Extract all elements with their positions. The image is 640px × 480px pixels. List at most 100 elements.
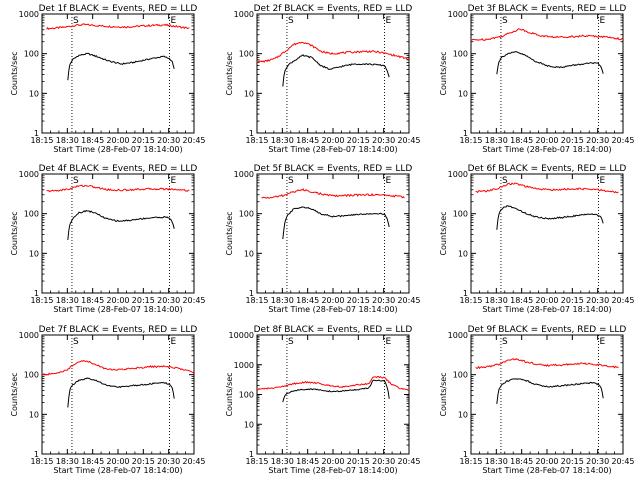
detector-panel-1: Det 1f BLACK = Events, RED = LLD 1 10 100 10… bbox=[10, 4, 206, 154]
panel-title: Det 5f BLACK = Events, RED = LLD bbox=[254, 164, 413, 174]
detector-panel-4: Det 4f BLACK = Events, RED = LLD 1 10 100 10… bbox=[10, 164, 206, 314]
y-tick-label: 1 bbox=[249, 289, 254, 298]
x-axis-label: Start Time (28-Feb-07 18:14:00) bbox=[482, 305, 611, 314]
x-tick-label: 18:30 bbox=[271, 136, 294, 145]
plot-frame bbox=[470, 334, 624, 455]
y-tick-label: 1000 bbox=[234, 170, 254, 179]
y-axis-label: Counts/sec bbox=[225, 211, 234, 255]
y-axis-label: Counts/sec bbox=[439, 51, 448, 95]
plot-frame bbox=[41, 334, 195, 455]
plot-frame bbox=[470, 13, 624, 134]
y-tick-label: 1 bbox=[463, 129, 468, 138]
x-tick-label: 20:00 bbox=[321, 296, 344, 305]
y-tick-label: 100 bbox=[453, 210, 468, 219]
end-marker-label: E bbox=[600, 337, 606, 347]
lld-series-line bbox=[475, 182, 619, 194]
y-axis-label: Counts/sec bbox=[439, 372, 448, 416]
detector-panel-8: Det 8f BLACK = Events, RED = LLD 1 10 100 10… bbox=[225, 325, 421, 475]
y-axis-label: Counts/sec bbox=[225, 372, 234, 416]
x-tick-label: 18:15 bbox=[30, 296, 53, 305]
y-tick-label: 1 bbox=[249, 450, 254, 459]
y-tick-label: 1000 bbox=[19, 10, 39, 19]
plot-frame bbox=[470, 173, 624, 294]
end-marker-label: E bbox=[600, 16, 606, 26]
panel-title: Det 6f BLACK = Events, RED = LLD bbox=[468, 164, 627, 174]
start-marker-label: S bbox=[502, 176, 508, 186]
end-marker-label: E bbox=[386, 176, 392, 186]
x-tick-label: 20:00 bbox=[321, 457, 344, 466]
lld-series-line bbox=[256, 375, 410, 391]
x-tick-label: 20:00 bbox=[106, 457, 129, 466]
x-tick-label: 20:45 bbox=[397, 136, 420, 145]
y-tick-label: 1000 bbox=[19, 331, 39, 340]
start-marker-label: S bbox=[502, 16, 508, 26]
y-tick-label: 1 bbox=[463, 289, 468, 298]
x-tick-label: 20:30 bbox=[157, 296, 180, 305]
x-tick-label: 18:45 bbox=[296, 457, 319, 466]
x-tick-label: 20:00 bbox=[535, 296, 558, 305]
end-marker-label: E bbox=[171, 176, 177, 186]
x-tick-label: 18:45 bbox=[296, 296, 319, 305]
y-axis-label: Counts/sec bbox=[439, 211, 448, 255]
x-tick-label: 20:15 bbox=[347, 136, 370, 145]
x-tick-label: 20:30 bbox=[157, 136, 180, 145]
y-tick-label: 10 bbox=[458, 89, 468, 98]
events-series-line bbox=[496, 51, 604, 75]
x-tick-label: 20:45 bbox=[182, 457, 205, 466]
detector-panel-6: Det 6f BLACK = Events, RED = LLD 1 10 100 10… bbox=[439, 164, 635, 314]
x-tick-label: 20:45 bbox=[611, 136, 634, 145]
y-tick-label: 100 bbox=[453, 50, 468, 59]
y-tick-label: 1000 bbox=[448, 331, 468, 340]
y-tick-label: 10 bbox=[29, 410, 39, 419]
events-series-line bbox=[67, 377, 175, 408]
y-tick-label: 100 bbox=[239, 391, 254, 400]
panel-title: Det 1f BLACK = Events, RED = LLD bbox=[39, 4, 198, 14]
panel-title: Det 8f BLACK = Events, RED = LLD bbox=[254, 325, 413, 335]
plot-frame bbox=[256, 173, 410, 294]
x-tick-label: 18:15 bbox=[459, 136, 482, 145]
y-tick-label: 1 bbox=[34, 450, 39, 459]
panel-title: Det 2f BLACK = Events, RED = LLD bbox=[254, 4, 413, 14]
events-series-line bbox=[496, 205, 604, 230]
x-tick-label: 20:30 bbox=[586, 136, 609, 145]
lld-series-line bbox=[470, 28, 624, 41]
y-tick-label: 10 bbox=[29, 249, 39, 258]
events-series-line bbox=[67, 209, 175, 241]
plot-frame bbox=[256, 13, 410, 134]
events-series-line bbox=[282, 54, 390, 87]
y-tick-label: 1 bbox=[249, 129, 254, 138]
x-tick-label: 18:15 bbox=[30, 136, 53, 145]
detector-panel-3: Det 3f BLACK = Events, RED = LLD 1 10 100 10… bbox=[439, 4, 635, 154]
x-tick-label: 18:30 bbox=[56, 296, 79, 305]
y-tick-label: 10 bbox=[244, 89, 254, 98]
y-tick-label: 10 bbox=[244, 249, 254, 258]
start-marker-label: S bbox=[73, 176, 79, 186]
x-tick-label: 18:30 bbox=[485, 457, 508, 466]
y-axis-label: Counts/sec bbox=[10, 51, 19, 95]
x-tick-label: 20:30 bbox=[157, 457, 180, 466]
lld-series-line bbox=[42, 359, 195, 376]
y-tick-label: 1 bbox=[34, 289, 39, 298]
detector-panel-7: Det 7f BLACK = Events, RED = LLD 1 10 100 10… bbox=[10, 325, 206, 475]
x-axis-label: Start Time (28-Feb-07 18:14:00) bbox=[482, 145, 611, 154]
end-marker-label: E bbox=[386, 16, 392, 26]
y-tick-label: 10 bbox=[458, 249, 468, 258]
x-tick-label: 18:30 bbox=[485, 296, 508, 305]
start-marker-label: S bbox=[288, 337, 294, 347]
y-axis-label: Counts/sec bbox=[10, 372, 19, 416]
end-marker-label: E bbox=[386, 337, 392, 347]
start-marker-label: S bbox=[73, 16, 79, 26]
x-tick-label: 18:45 bbox=[510, 457, 533, 466]
x-tick-label: 18:15 bbox=[459, 296, 482, 305]
x-axis-label: Start Time (28-Feb-07 18:14:00) bbox=[268, 145, 397, 154]
x-axis-label: Start Time (28-Feb-07 18:14:00) bbox=[53, 305, 182, 314]
x-tick-label: 18:15 bbox=[30, 457, 53, 466]
x-tick-label: 18:30 bbox=[271, 457, 294, 466]
y-tick-label: 10 bbox=[244, 420, 254, 429]
y-tick-label: 1000 bbox=[234, 10, 254, 19]
start-marker-label: S bbox=[288, 16, 294, 26]
y-tick-label: 1000 bbox=[234, 361, 254, 370]
start-marker-label: S bbox=[288, 176, 294, 186]
lld-series-line bbox=[261, 188, 405, 199]
x-tick-label: 18:30 bbox=[271, 296, 294, 305]
